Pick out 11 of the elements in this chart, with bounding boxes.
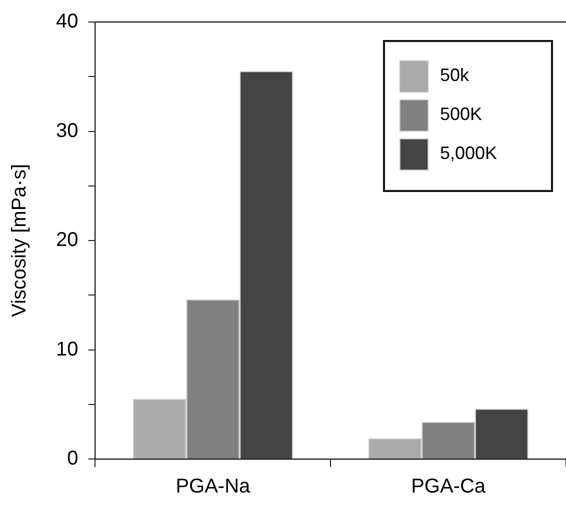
y-tick-label: 20	[56, 229, 78, 252]
y-tick-label: 40	[56, 10, 78, 33]
y-tick-label: 0	[67, 448, 78, 470]
y-axis-title: Viscosity [mPa·s]	[8, 164, 31, 317]
legend-label: 50k	[440, 64, 470, 85]
y-tick-label: 30	[56, 120, 78, 142]
x-tick-label: PGA-Na	[176, 476, 252, 498]
legend-label: 500K	[440, 104, 482, 124]
x-tick-label: PGA-Ca	[411, 476, 486, 498]
y-tick-label: 10	[56, 338, 78, 360]
legend-label: 5,000K	[440, 142, 498, 163]
